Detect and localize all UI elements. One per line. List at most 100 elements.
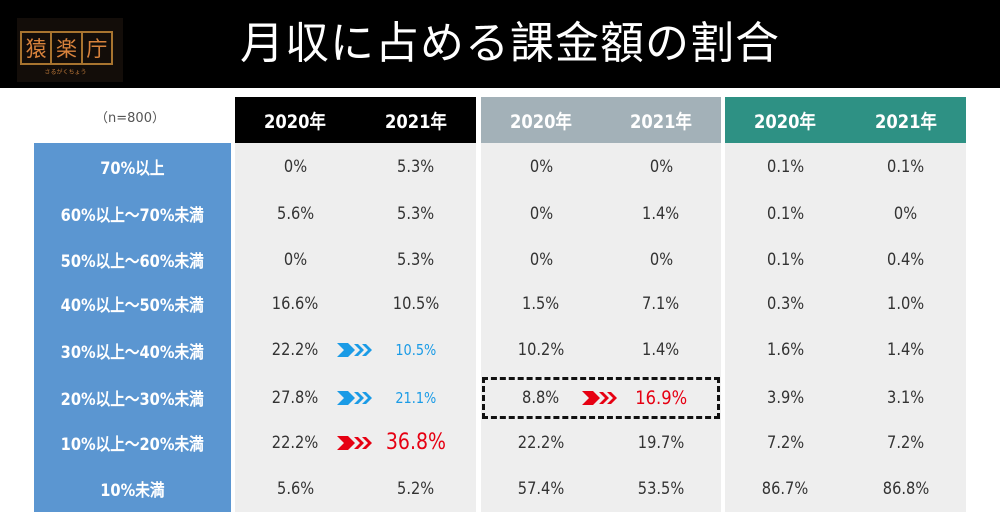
row-label-column: 70%以上 60%以上～70%未満 50%以上～60%未満 40%以上～50%未満 30… [34,143,231,512]
cell-value: 22.2% [272,340,319,360]
cell-value: 5.2% [397,478,435,499]
cell-value: 5.6% [276,478,314,499]
triple-chevron-right-icon [336,435,375,450]
cell-value: 22.2% [517,432,565,453]
row-label-text: 50%以上～60%未満 [60,252,205,272]
table-cell: 0% [235,237,356,282]
logo-reading: さるがくちょう [44,69,87,76]
cell-value: 57.4% [517,478,565,499]
table-row: 5.6% 5.2% [235,465,476,512]
row-label-text: 40%以上～50%未満 [60,296,205,316]
column-group-body: 0% 0% 0% 1.4% 0% 0% 1.5% 7.1% 10.2% 1.4% 8.8% 16.9%… [481,143,721,512]
cell-value: 1.6% [766,340,804,360]
cell-value: 36.8% [385,430,446,455]
cell-value: 5.3% [397,203,435,224]
cell-value: 7.2% [766,432,804,453]
cell-value: 7.1% [642,293,680,314]
row-label-text: 20%以上～30%未満 [60,390,205,410]
table-cell: 16.9% [601,375,721,420]
cell-value: 0% [283,156,307,177]
table-cell: 0% [481,190,601,237]
table-cell: 0% [481,143,601,190]
table-cell: 22.2% [481,420,601,465]
cell-value: 53.5% [637,478,685,499]
cell-value: 21.1% [395,388,437,407]
table-cell: 0.1% [725,143,846,190]
row-label: 10%以上～20%未満 [34,420,231,465]
table-cell: 0% [235,143,356,190]
table-cell: 3.1% [846,375,967,420]
column-header-text: 2020年 [264,110,327,133]
table-row: 7.2% 7.2% [725,420,966,465]
cell-value: 86.8% [882,478,929,499]
triple-chevron-right-icon [582,390,620,405]
table-row: 86.7% 86.8% [725,465,966,512]
table-row: 22.2% 19.7% [481,420,721,465]
logo: 猿 楽 庁 さるがくちょう [17,18,123,82]
row-label: 10%未満 [34,465,231,512]
cell-value: 27.8% [272,387,319,408]
table-cell: 1.5% [481,282,601,325]
row-label-text: 10%以上～20%未満 [60,435,205,455]
table-cell: 7.2% [846,420,967,465]
column-header-text: 2021年 [874,110,937,133]
cell-value: 8.8% [522,387,560,408]
cell-value: 5.3% [397,249,435,270]
row-label: 50%以上～60%未満 [34,237,231,282]
logo-char: 庁 [80,33,111,63]
table-cell: 5.3% [356,237,477,282]
table-row: 0.3% 1.0% [725,282,966,325]
table-cell: 1.4% [601,190,721,237]
table-row: 3.9% 3.1% [725,375,966,420]
table-row: 1.5% 7.1% [481,282,721,325]
table-row: 0% 0% [481,143,721,190]
table-cell: 0.1% [725,237,846,282]
table-cell: 86.8% [846,465,967,512]
table-row: 0% 5.3% [235,143,476,190]
cell-value: 1.4% [642,340,680,360]
table-cell: 5.6% [235,465,356,512]
table-cell: 19.7% [601,420,721,465]
cell-value: 0% [529,203,553,224]
cell-value: 0% [649,249,673,270]
row-label: 70%以上 [34,143,231,190]
table-row: 0.1% 0.1% [725,143,966,190]
column-header: 2021年 [601,97,721,143]
table-cell: 22.2% [235,325,356,375]
column-group-body: 0% 5.3% 5.6% 5.3% 0% 5.3% 16.6% 10.5% 22.2% 10.5%… [235,143,476,512]
cell-value: 1.4% [887,340,925,360]
cell-value: 10.5% [392,293,439,314]
cell-value: 7.2% [887,432,925,453]
title-bar: 猿 楽 庁 さるがくちょう 月収に占める課金額の割合 [0,0,1000,88]
cell-value: 16.9% [635,386,687,409]
logo-frame: 猿 楽 庁 [20,31,113,65]
row-label-text: 10%未満 [100,481,165,501]
table-cell: 0.3% [725,282,846,325]
cell-value: 0% [529,249,553,270]
cell-value: 0.1% [887,156,925,177]
cell-value: 0.3% [766,293,804,314]
table-cell: 1.6% [725,325,846,375]
column-header: 2021年 [846,97,967,143]
cell-value: 10.5% [395,341,437,359]
cell-value: 5.6% [276,203,314,224]
table-cell: 27.8% [235,375,356,420]
column-header: 2020年 [481,97,601,143]
table-row: 8.8% 16.9% [481,375,721,420]
table-cell: 16.6% [235,282,356,325]
table-cell: 7.1% [601,282,721,325]
row-label: 20%以上～30%未満 [34,375,231,420]
table-cell: 10.2% [481,325,601,375]
table-cell: 0% [481,237,601,282]
table-row: 10.2% 1.4% [481,325,721,375]
table-cell: 0% [601,237,721,282]
column-group-header: 2020年 2021年 [481,97,721,143]
cell-value: 3.9% [766,387,804,408]
table-cell: 5.2% [356,465,477,512]
table-row: 0.1% 0.4% [725,237,966,282]
logo-char: 楽 [50,33,80,63]
table-cell: 10.5% [356,282,477,325]
column-header-text: 2021年 [630,110,692,133]
table-cell: 5.3% [356,143,477,190]
table-cell: 0.1% [846,143,967,190]
